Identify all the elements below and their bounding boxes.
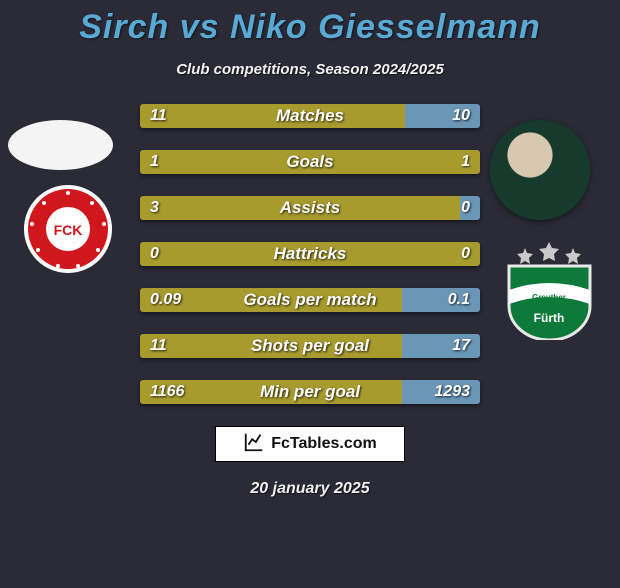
bar-wrap xyxy=(140,288,480,312)
bar-segment xyxy=(140,334,402,358)
svg-text:FCK: FCK xyxy=(54,222,83,238)
bar-segment xyxy=(140,196,460,220)
branding-box: FcTables.com xyxy=(215,426,405,462)
player-right-avatar xyxy=(490,120,590,220)
stat-row: 00Hattricks xyxy=(140,242,480,266)
bar-segment xyxy=(140,242,480,266)
bar-wrap xyxy=(140,150,480,174)
stats-container: 1110Matches 11Goals 30Assists 00Hattricks 0.… xyxy=(140,104,480,404)
stat-row: 1110Matches xyxy=(140,104,480,128)
bar-segment xyxy=(402,288,480,312)
stat-row: 30Assists xyxy=(140,196,480,220)
bar-segment xyxy=(140,380,402,404)
bar-wrap xyxy=(140,242,480,266)
bar-wrap xyxy=(140,104,480,128)
branding-text: FcTables.com xyxy=(271,435,377,453)
stat-row: 1117Shots per goal xyxy=(140,334,480,358)
svg-text:Fürth: Fürth xyxy=(534,311,565,325)
bar-segment xyxy=(405,104,480,128)
bar-segment xyxy=(402,380,480,404)
player-left-avatar xyxy=(8,120,113,170)
bar-segment xyxy=(140,104,405,128)
bar-segment xyxy=(140,288,402,312)
date-text: 20 january 2025 xyxy=(0,480,620,498)
bar-wrap xyxy=(140,334,480,358)
club-right-badge: Greuther Fürth xyxy=(497,240,602,340)
chart-icon xyxy=(243,431,265,458)
stat-row: 11661293Min per goal xyxy=(140,380,480,404)
bar-wrap xyxy=(140,196,480,220)
svg-text:Greuther: Greuther xyxy=(532,293,566,302)
stat-row: 11Goals xyxy=(140,150,480,174)
bar-segment xyxy=(140,150,480,174)
page-title: Sirch vs Niko Giesselmann xyxy=(0,8,620,47)
bar-segment xyxy=(460,196,480,220)
bar-wrap xyxy=(140,380,480,404)
club-left-badge: FCK xyxy=(18,184,118,274)
bar-segment xyxy=(402,334,480,358)
stat-row: 0.090.1Goals per match xyxy=(140,288,480,312)
subtitle: Club competitions, Season 2024/2025 xyxy=(0,61,620,78)
